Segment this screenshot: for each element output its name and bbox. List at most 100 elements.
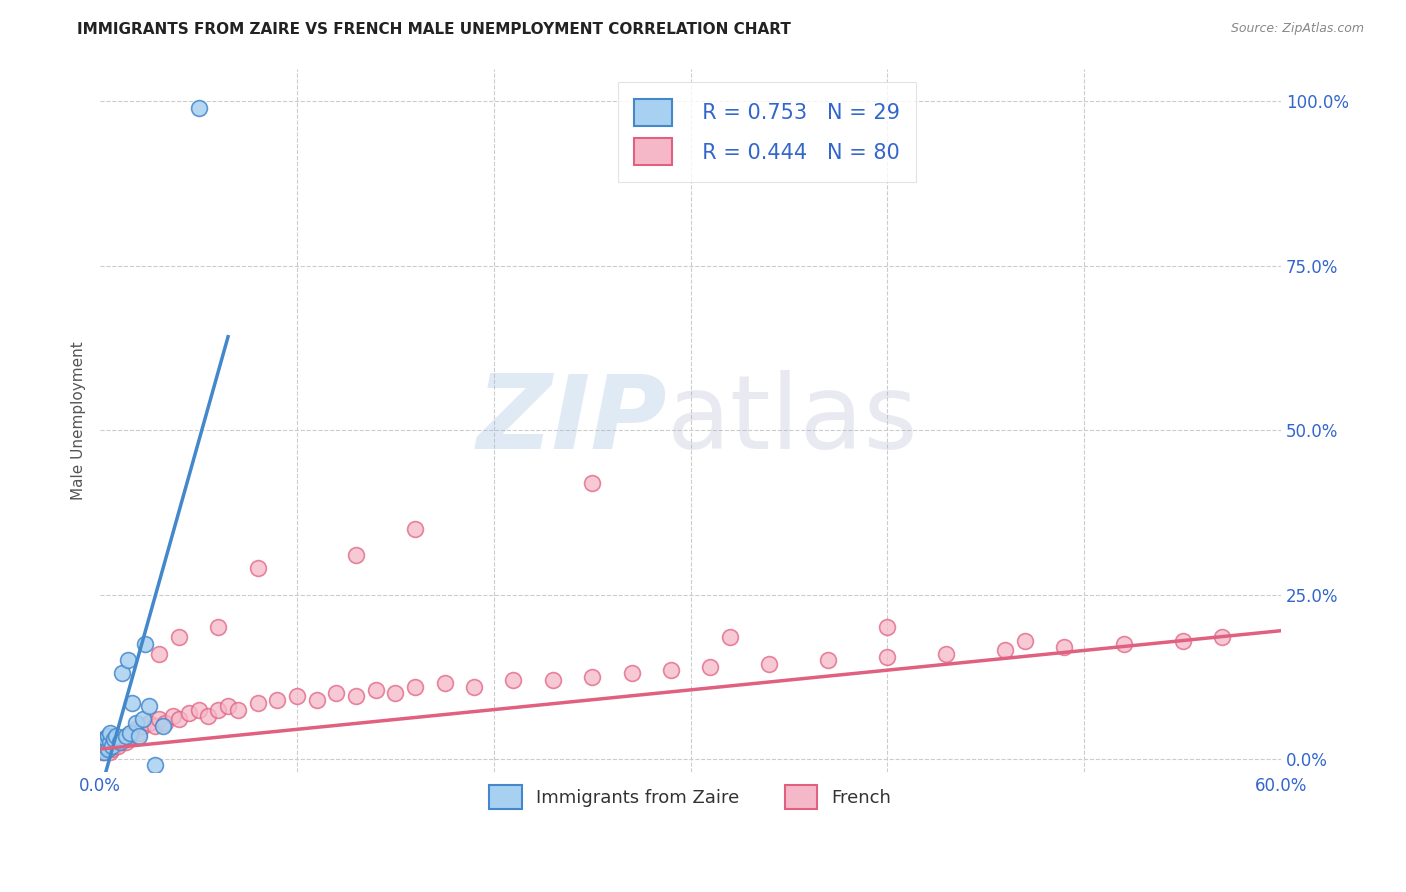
Point <box>1053 640 1076 654</box>
Point <box>384 686 406 700</box>
Text: Source: ZipAtlas.com: Source: ZipAtlas.com <box>1230 22 1364 36</box>
Point <box>153 715 176 730</box>
Point <box>112 732 135 747</box>
Point <box>364 682 387 697</box>
Point <box>98 725 121 739</box>
Point <box>117 653 139 667</box>
Point <box>98 739 121 753</box>
Point <box>581 670 603 684</box>
Point <box>935 647 957 661</box>
Point <box>94 735 117 749</box>
Point <box>94 742 117 756</box>
Point <box>101 742 124 756</box>
Point <box>187 703 209 717</box>
Point <box>699 660 721 674</box>
Point <box>143 719 166 733</box>
Point <box>177 706 200 720</box>
Point <box>97 735 120 749</box>
Point <box>108 735 131 749</box>
Point <box>93 732 115 747</box>
Point <box>217 699 239 714</box>
Point <box>111 666 134 681</box>
Point <box>91 742 114 756</box>
Point <box>108 732 131 747</box>
Point <box>94 739 117 753</box>
Point <box>134 637 156 651</box>
Point <box>128 725 150 739</box>
Point <box>620 666 643 681</box>
Point <box>152 719 174 733</box>
Point <box>167 713 190 727</box>
Point <box>246 561 269 575</box>
Point <box>91 742 114 756</box>
Point <box>344 548 367 562</box>
Point <box>143 758 166 772</box>
Point <box>197 709 219 723</box>
Point <box>103 739 125 753</box>
Point <box>97 729 120 743</box>
Point <box>162 709 184 723</box>
Point <box>1112 637 1135 651</box>
Point <box>817 653 839 667</box>
Point <box>266 692 288 706</box>
Point <box>138 699 160 714</box>
Point <box>463 680 485 694</box>
Point <box>98 745 121 759</box>
Point <box>124 723 146 737</box>
Point <box>94 739 117 753</box>
Point <box>1211 630 1233 644</box>
Point <box>167 630 190 644</box>
Point <box>103 732 125 747</box>
Text: atlas: atlas <box>666 370 918 471</box>
Y-axis label: Male Unemployment: Male Unemployment <box>72 341 86 500</box>
Point <box>118 729 141 743</box>
Point <box>207 703 229 717</box>
Point <box>187 101 209 115</box>
Point <box>132 719 155 733</box>
Point <box>226 703 249 717</box>
Point <box>104 735 127 749</box>
Point <box>404 680 426 694</box>
Point <box>118 725 141 739</box>
Point <box>718 630 741 644</box>
Point <box>325 686 347 700</box>
Point <box>285 690 308 704</box>
Point <box>91 745 114 759</box>
Point <box>1014 633 1036 648</box>
Point <box>1171 633 1194 648</box>
Point <box>758 657 780 671</box>
Point <box>876 650 898 665</box>
Point <box>93 739 115 753</box>
Point <box>659 663 682 677</box>
Point <box>91 739 114 753</box>
Point <box>138 715 160 730</box>
Point <box>132 713 155 727</box>
Point <box>502 673 524 687</box>
Point <box>207 620 229 634</box>
Point <box>121 725 143 739</box>
Point <box>541 673 564 687</box>
Point <box>94 732 117 747</box>
Point <box>91 735 114 749</box>
Text: IMMIGRANTS FROM ZAIRE VS FRENCH MALE UNEMPLOYMENT CORRELATION CHART: IMMIGRANTS FROM ZAIRE VS FRENCH MALE UNE… <box>77 22 792 37</box>
Point <box>104 729 127 743</box>
Point <box>246 696 269 710</box>
Point <box>101 739 124 753</box>
Point <box>93 745 115 759</box>
Point <box>344 690 367 704</box>
Point <box>97 742 120 756</box>
Point <box>93 735 115 749</box>
Point <box>103 732 125 747</box>
Point <box>404 522 426 536</box>
Point <box>93 735 115 749</box>
Point <box>91 739 114 753</box>
Text: ZIP: ZIP <box>477 370 666 471</box>
Point <box>305 692 328 706</box>
Point <box>98 732 121 747</box>
Point <box>98 735 121 749</box>
Point <box>97 732 120 747</box>
Point <box>114 735 136 749</box>
Legend: Immigrants from Zaire, French: Immigrants from Zaire, French <box>482 778 898 816</box>
Point <box>97 742 120 756</box>
Point <box>93 745 115 759</box>
